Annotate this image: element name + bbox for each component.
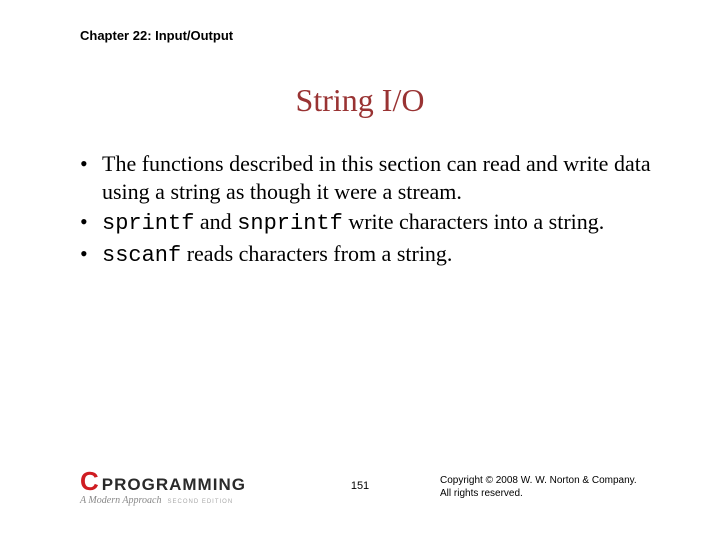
bullet-item: •sprintf and snprintf write characters i… xyxy=(80,208,660,238)
bullet-text: The functions described in this section … xyxy=(102,150,660,206)
chapter-header: Chapter 22: Input/Output xyxy=(80,28,233,43)
bullet-marker: • xyxy=(80,240,102,270)
slide-title: String I/O xyxy=(0,82,720,119)
logo-subtitle: A Modern ApproachSECOND EDITION xyxy=(80,495,246,506)
logo-programming: PROGRAMMING xyxy=(102,475,246,495)
bullet-item: •The functions described in this section… xyxy=(80,150,660,206)
bullet-marker: • xyxy=(80,208,102,238)
footer: C PROGRAMMING A Modern ApproachSECOND ED… xyxy=(0,460,720,510)
content-area: •The functions described in this section… xyxy=(80,150,660,273)
bullet-text: sscanf reads characters from a string. xyxy=(102,240,660,270)
bullet-text: sprintf and snprintf write characters in… xyxy=(102,208,660,238)
logo-c-letter: C xyxy=(80,466,98,497)
page-number: 151 xyxy=(351,480,369,492)
copyright-text: Copyright © 2008 W. W. Norton & Company.… xyxy=(440,474,637,500)
bullet-item: •sscanf reads characters from a string. xyxy=(80,240,660,270)
bullet-marker: • xyxy=(80,150,102,206)
book-logo: C PROGRAMMING A Modern ApproachSECOND ED… xyxy=(80,466,246,506)
